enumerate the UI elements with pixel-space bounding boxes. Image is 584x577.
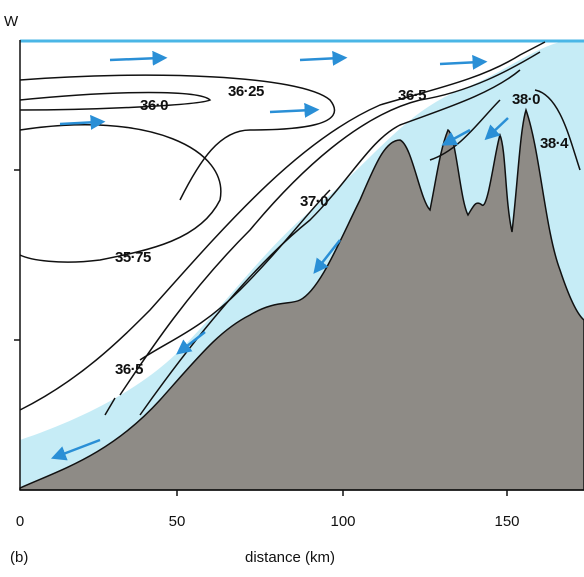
contour-label: 37·0: [300, 193, 328, 210]
contour-lines: [19, 41, 581, 416]
x-tick-label: 100: [330, 513, 355, 530]
panel-label: (b): [10, 549, 28, 566]
current-arrows: [50, 50, 509, 461]
contour-label: 38·0: [512, 91, 540, 108]
contour-label: 36·5: [398, 87, 426, 104]
x-tick-label: 150: [494, 513, 519, 530]
contour-label: 36·0: [140, 97, 168, 114]
seabed: [19, 107, 584, 491]
contour-label: 36·5: [115, 361, 143, 378]
x-tick-label: 0: [16, 513, 24, 530]
contour-label: 36·25: [228, 83, 264, 100]
axes: [14, 40, 584, 496]
side-label: W: [4, 13, 19, 30]
axis-label: distance (km): [245, 549, 335, 566]
x-tick-label: 50: [169, 513, 186, 530]
contour-label: 38·4: [540, 135, 569, 152]
contour-label: 35·75: [115, 249, 151, 266]
